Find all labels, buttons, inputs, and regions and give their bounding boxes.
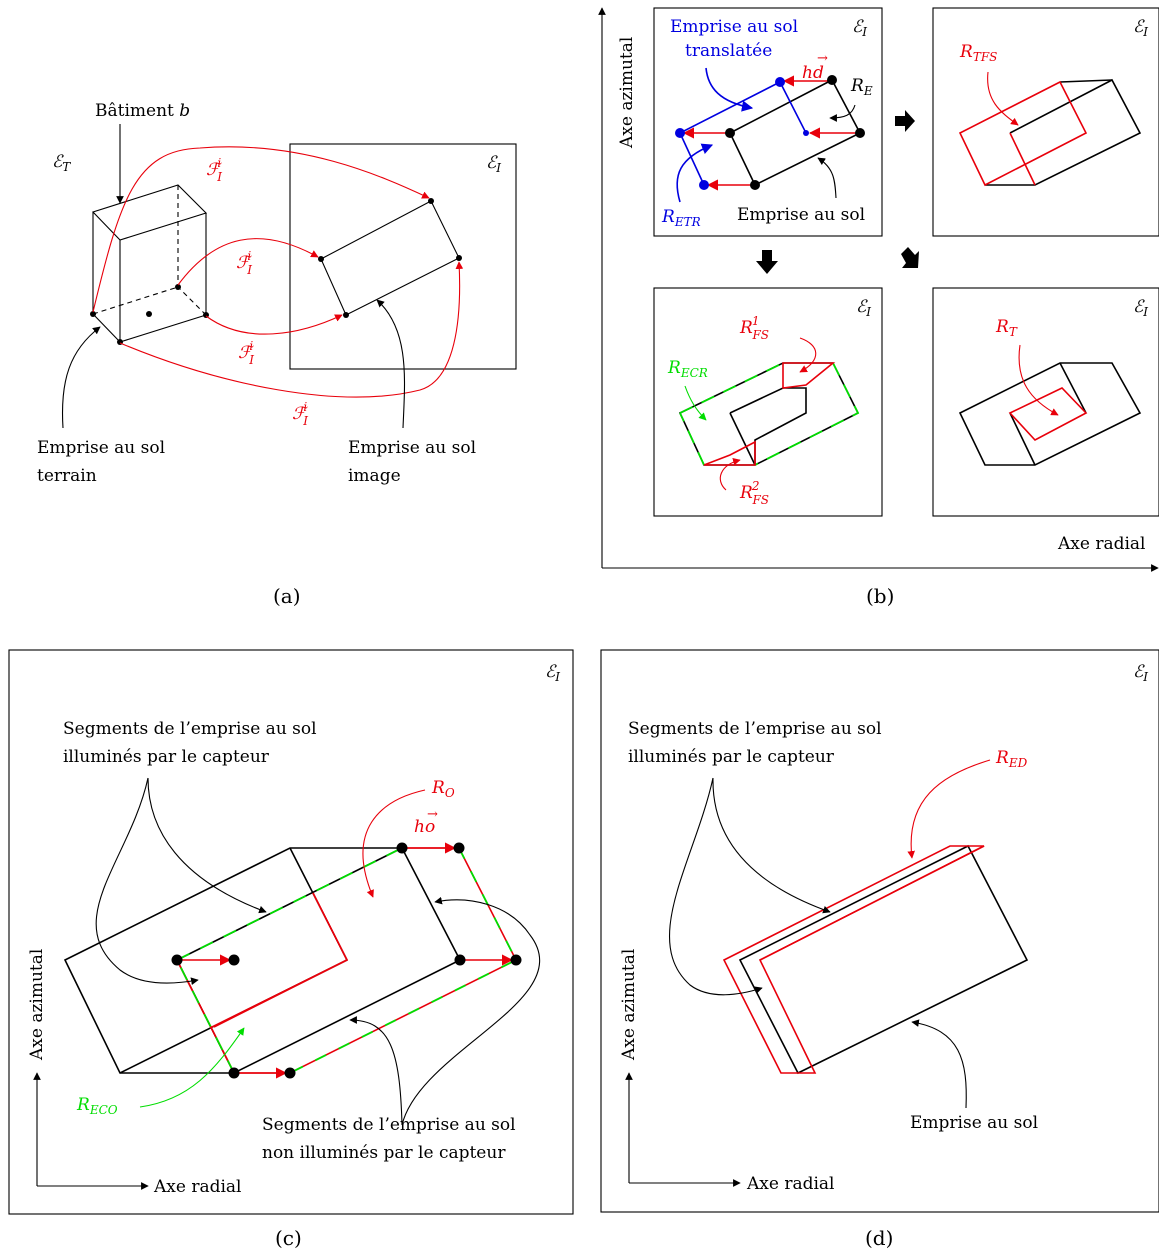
svg-text:RTFS: RTFS bbox=[959, 42, 997, 64]
axis-radial-label-b: Axe radial bbox=[1057, 534, 1145, 554]
svg-text:ℰI: ℰI bbox=[1133, 662, 1148, 684]
terrain-label-1: Emprise au sol bbox=[37, 438, 165, 458]
lit-label-c-2: illuminés par le capteur bbox=[63, 747, 270, 767]
lit-label-d-2: illuminés par le capteur bbox=[628, 747, 835, 767]
mapping-arrow-1 bbox=[92, 146, 430, 313]
space-i-label-c: ℰI bbox=[545, 662, 560, 684]
axis-azimutal-label-d: Axe azimutal bbox=[619, 949, 639, 1061]
building-label: Bâtiment b bbox=[95, 101, 190, 121]
footprint-d bbox=[738, 844, 1029, 1075]
mapping-arrow-4 bbox=[119, 261, 464, 398]
frame-c bbox=[8, 649, 574, 1215]
svg-text:→: → bbox=[817, 51, 828, 66]
image-footprint bbox=[318, 198, 462, 318]
flow-arrow-right bbox=[895, 110, 915, 132]
box-b4: ℰI RT bbox=[932, 287, 1159, 517]
svg-text:ℰI: ℰI bbox=[1133, 17, 1148, 39]
image-label-1: Emprise au sol bbox=[348, 438, 476, 458]
svg-text:RECR: RECR bbox=[667, 358, 708, 380]
svg-text:ℰI: ℰI bbox=[856, 297, 871, 319]
image-label-2: image bbox=[348, 466, 401, 486]
re-label: RE bbox=[850, 76, 873, 98]
flow-arrow-down bbox=[756, 250, 778, 274]
terrain-label-2: terrain bbox=[37, 466, 97, 486]
ho-label: ho bbox=[414, 817, 435, 837]
translated-label-2: translatée bbox=[685, 41, 772, 61]
translated-label-1: Emprise au sol bbox=[670, 17, 798, 37]
box-b1: ℰI Emprise au sol translatée hd → RE bbox=[653, 7, 883, 237]
frame-d bbox=[600, 649, 1159, 1213]
mapping-arrow-3 bbox=[205, 314, 343, 335]
svg-text:RED: RED bbox=[995, 748, 1028, 770]
hd-label: hd bbox=[802, 63, 824, 83]
axis-azimutal-label-b: Axe azimutal bbox=[617, 37, 637, 149]
flow-arrow-diagonal bbox=[901, 247, 919, 268]
building-3d bbox=[90, 184, 209, 345]
axis-azimutal-label-c: Axe azimutal bbox=[27, 949, 47, 1061]
axis-radial-label-c: Axe radial bbox=[153, 1177, 241, 1197]
space-i-label-a: ℰI bbox=[486, 153, 501, 175]
caption-a: (a) bbox=[273, 584, 301, 608]
caption-d: (d) bbox=[865, 1226, 893, 1250]
svg-text:RO: RO bbox=[431, 778, 455, 800]
mapping-arrow-2 bbox=[177, 238, 319, 286]
mapping-label-4: ℱi I bbox=[292, 400, 309, 428]
caption-b: (b) bbox=[866, 584, 894, 608]
box-b3: ℰI R1 FS RECR R2 FS bbox=[653, 287, 883, 517]
svg-text:ℰI: ℰI bbox=[1133, 297, 1148, 319]
box-b2: ℰI RTFS bbox=[932, 7, 1159, 237]
svg-text:RECO: RECO bbox=[76, 1095, 118, 1117]
lit-label-c-1: Segments de l’emprise au sol bbox=[63, 719, 317, 739]
svg-text:ℰI: ℰI bbox=[852, 17, 867, 39]
panel-d: ℰI Segments de l’emprise au sol illuminé… bbox=[600, 649, 1159, 1250]
unlit-label-c-2: non illuminés par le capteur bbox=[262, 1143, 506, 1163]
image-space-frame bbox=[289, 143, 517, 370]
panel-b: Axe azimutal Axe radial ℰI Emprise au so bbox=[598, 7, 1159, 608]
emprise-label-d: Emprise au sol bbox=[910, 1113, 1038, 1133]
image-arrow bbox=[376, 299, 406, 429]
unlit-label-c-1: Segments de l’emprise au sol bbox=[262, 1115, 516, 1135]
emprise-label-b: Emprise au sol bbox=[737, 205, 865, 225]
caption-c: (c) bbox=[275, 1226, 302, 1250]
axis-radial-label-d: Axe radial bbox=[746, 1174, 834, 1194]
terrain-arrow bbox=[61, 326, 101, 429]
retr-label: RETR bbox=[661, 207, 701, 229]
panel-a: ℰT Bâtiment b ℰI ℱi I ℱi I ℱi I ℱi I Emprise… bbox=[37, 101, 517, 608]
space-t-label: ℰT bbox=[52, 152, 71, 174]
footprint-c-outer bbox=[63, 847, 462, 1074]
mapping-label-3: ℱi I bbox=[238, 339, 255, 367]
panel-c: ℰI Segments de l’emprise au sol illuminé… bbox=[8, 649, 574, 1250]
lit-label-d-1: Segments de l’emprise au sol bbox=[628, 719, 882, 739]
svg-text:→: → bbox=[427, 807, 438, 822]
mapping-label-1: ℱi I bbox=[206, 156, 223, 184]
mapping-label-2: ℱi I bbox=[236, 249, 253, 277]
svg-text:RT: RT bbox=[995, 317, 1018, 339]
